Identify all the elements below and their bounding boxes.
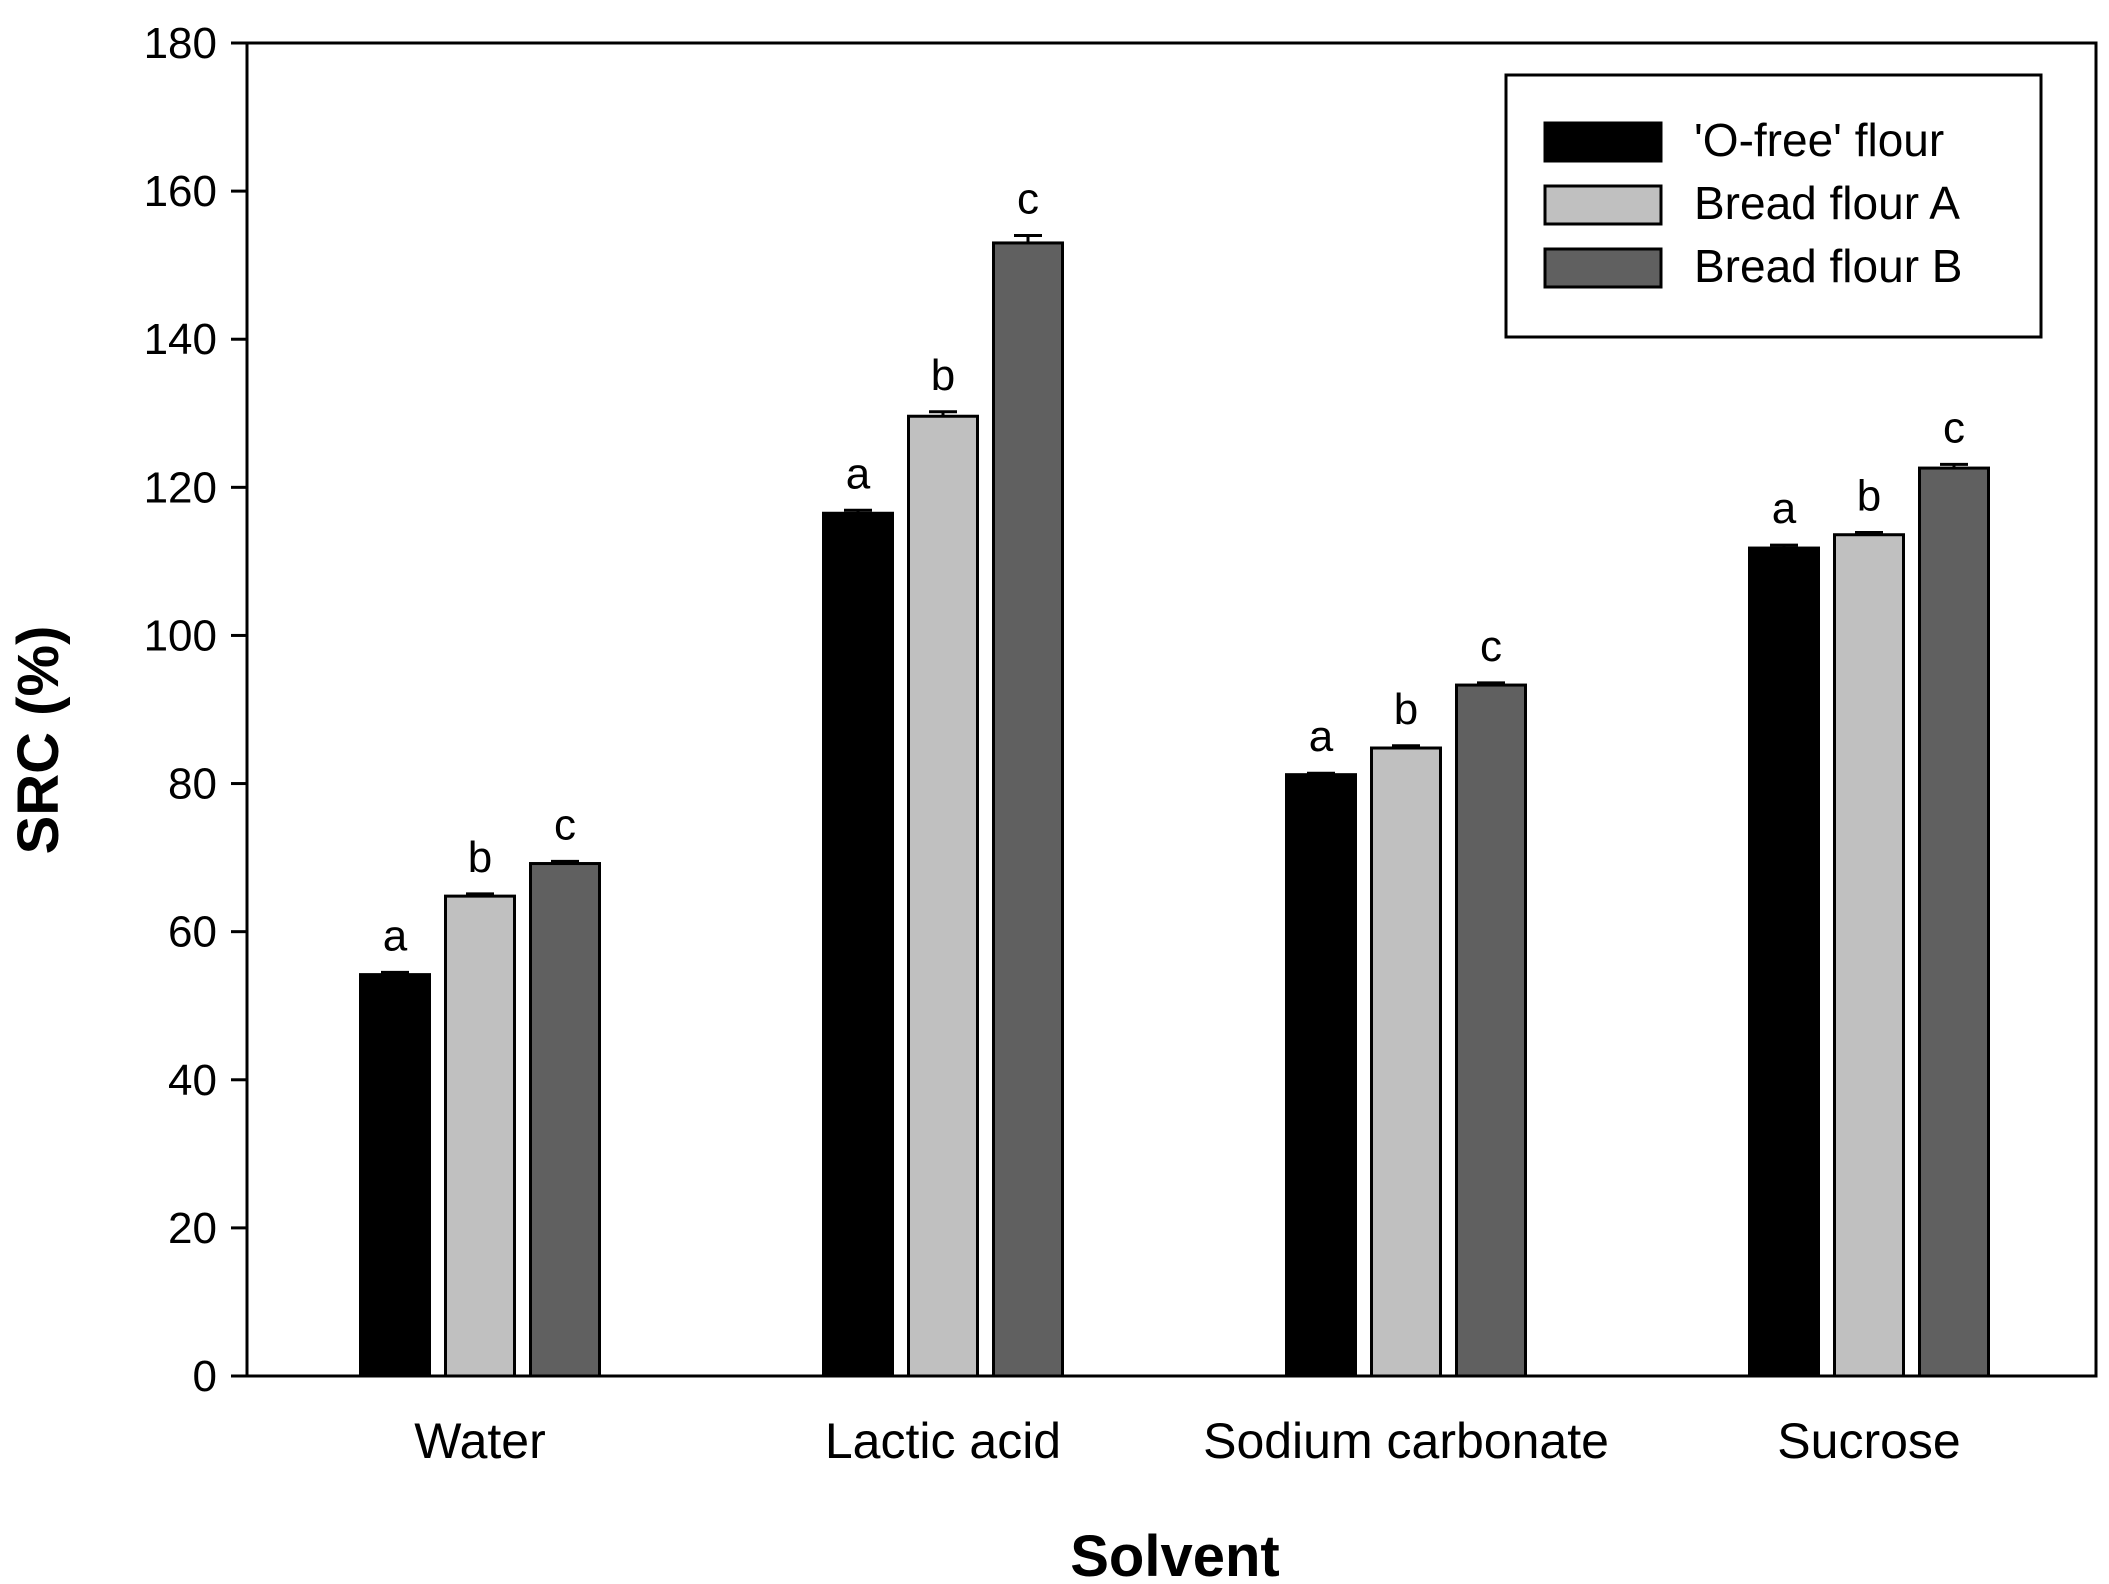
significance-label: a [1309, 712, 1334, 761]
bar [907, 414, 979, 1378]
significance-label: c [1017, 175, 1039, 224]
bar [444, 894, 516, 1378]
legend-label: Bread flour B [1694, 240, 1962, 292]
significance-label: a [846, 449, 871, 498]
bar [1748, 546, 1820, 1378]
x-axis: Water Lactic acid Sodium carbonate Sucrose [414, 1413, 1960, 1469]
bars: a b c a b c a b c a b c [359, 175, 1990, 1378]
significance-label: b [1394, 685, 1418, 734]
significance-label: a [1772, 484, 1797, 533]
y-tick-label: 80 [168, 760, 217, 809]
legend-swatch [1543, 121, 1663, 163]
y-tick-label: 120 [144, 463, 217, 512]
x-category-label: Sodium carbonate [1203, 1413, 1609, 1469]
bar [822, 511, 894, 1378]
bar [1285, 773, 1357, 1378]
y-tick-label: 60 [168, 908, 217, 957]
legend-label: Bread flour A [1694, 177, 1960, 229]
significance-label: a [383, 911, 408, 960]
significance-label: b [1857, 472, 1881, 521]
legend-swatch [1543, 247, 1663, 289]
bar [529, 862, 601, 1378]
y-tick-label: 140 [144, 315, 217, 364]
legend-label: 'O-free' flour [1694, 114, 1944, 166]
bar [1833, 533, 1905, 1378]
plot-frame [245, 41, 2098, 1378]
y-tick-label: 160 [144, 167, 217, 216]
x-category-label: Lactic acid [825, 1413, 1061, 1469]
legend-box [1504, 73, 2043, 339]
significance-label: b [468, 833, 492, 882]
significance-label: c [554, 800, 576, 849]
plot-area [245, 41, 2098, 1378]
legend-swatch [1543, 184, 1663, 226]
bar [1370, 746, 1442, 1378]
y-tick-label: 0 [193, 1352, 217, 1401]
y-axis-title: SRC (%) [6, 626, 71, 855]
x-category-label: Sucrose [1777, 1413, 1960, 1469]
bar [359, 973, 431, 1378]
y-tick-label: 180 [144, 19, 217, 68]
y-tick-label: 100 [144, 611, 217, 660]
y-tick-label: 20 [168, 1204, 217, 1253]
bar [1455, 683, 1527, 1378]
significance-label: b [931, 351, 955, 400]
x-axis-title: Solvent [1070, 1524, 1280, 1584]
bar [992, 241, 1064, 1378]
significance-label: c [1943, 403, 1965, 452]
y-tick-label: 40 [168, 1056, 217, 1105]
x-category-label: Water [414, 1413, 546, 1469]
y-axis: 0 20 40 60 80 100 120 140 160 180 [144, 19, 247, 1401]
bar [1918, 466, 1990, 1378]
legend: 'O-free' flour Bread flour A Bread flour B [1504, 73, 2043, 339]
significance-label: c [1480, 622, 1502, 671]
